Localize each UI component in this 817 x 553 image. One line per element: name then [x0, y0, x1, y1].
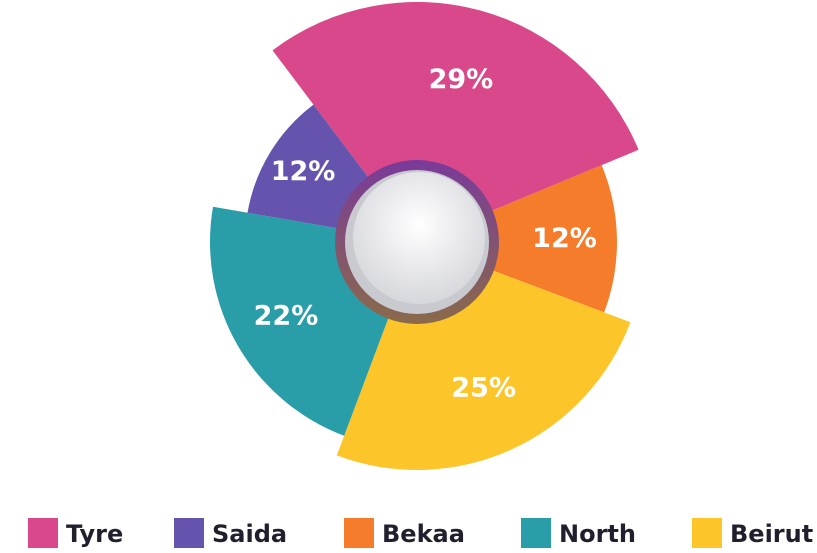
data-label: 12% [271, 156, 336, 187]
legend-label: Saida [212, 520, 287, 548]
legend-swatch [28, 518, 58, 548]
legend-swatch [692, 518, 722, 548]
legend-swatch [344, 518, 374, 548]
legend-label: Tyre [66, 520, 123, 548]
hub [353, 172, 485, 304]
data-label: 12% [532, 223, 597, 254]
data-label: 25% [451, 373, 516, 404]
legend-label: Beirut [730, 520, 813, 548]
legend-swatch [174, 518, 204, 548]
slice [247, 104, 372, 230]
slice [486, 165, 618, 313]
legend-label: North [559, 520, 636, 548]
slice [272, 1, 639, 214]
data-label: 29% [429, 64, 494, 95]
legend-swatch [521, 518, 551, 548]
data-label: 22% [254, 301, 319, 332]
slice [210, 206, 391, 436]
legend-label: Bekaa [382, 520, 465, 548]
